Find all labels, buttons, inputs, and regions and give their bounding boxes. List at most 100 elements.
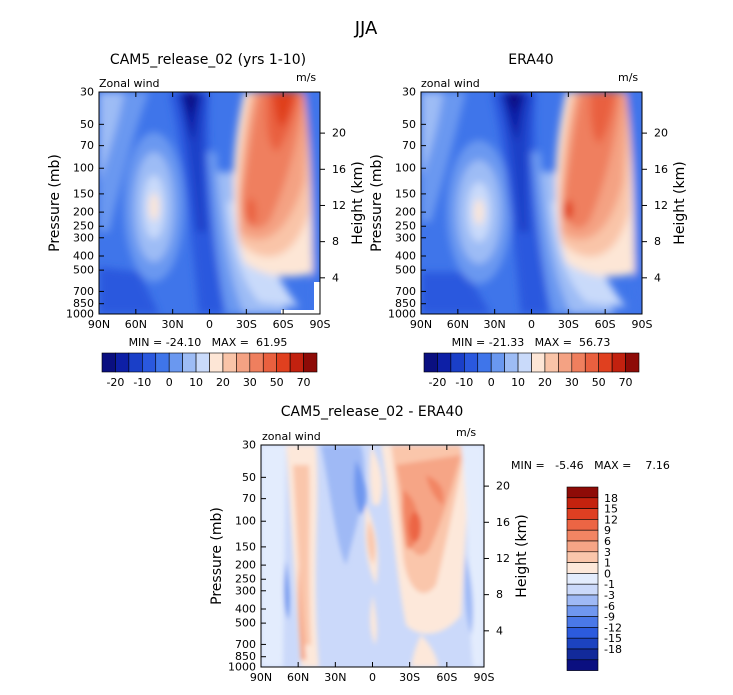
colorbar-label: -20: [428, 376, 446, 389]
x-tick-label: 60N: [447, 318, 469, 331]
y-tick-label: 50: [80, 118, 94, 131]
height-tick-label: 20: [496, 480, 510, 493]
panel-title: CAM5_release_02 - ERA40: [281, 404, 464, 420]
colorbar-label: -15: [604, 632, 622, 645]
y-tick-label: 400: [73, 249, 94, 262]
y-tick-label: 150: [235, 540, 256, 553]
units-label: m/s: [296, 71, 316, 84]
colorbar-swatch: [236, 352, 251, 373]
colorbar-swatch: [598, 352, 613, 373]
colorbar-label: 0: [488, 376, 495, 389]
x-tick-label: 0: [528, 318, 535, 331]
y-tick-label: 30: [242, 439, 256, 452]
y-tick-label: 30: [402, 86, 416, 99]
x-tick-label: 60S: [595, 318, 616, 331]
y-tick-label: 500: [395, 264, 416, 277]
x-tick-label: 30S: [558, 318, 579, 331]
colorbar-swatch: [566, 497, 599, 509]
axes: 90N 60N 30N 0 30S 60S 90S 30 50 70 100 150 200250300…: [369, 86, 688, 332]
y-axis-title: Pressure (mb): [209, 507, 225, 605]
colorbar: -20 -10 0 10 20 30 50 70: [423, 352, 640, 389]
colorbar-label: 6: [604, 535, 611, 548]
colorbar-label: 9: [604, 524, 611, 537]
stats-label: MIN = -5.46 MAX = 7.16: [511, 459, 670, 472]
colorbar-label: -12: [604, 621, 622, 634]
colorbar-swatch: [450, 352, 465, 373]
colorbar: -20 -10 0 10 20 30 50 70: [101, 352, 318, 389]
y-tick-label: 50: [242, 471, 256, 484]
height-tick-label: 12: [654, 199, 668, 212]
colorbar-label: 1: [604, 557, 611, 570]
colorbar-swatch: [168, 352, 183, 373]
colorbar-swatch: [566, 573, 599, 585]
height-tick-label: 16: [332, 163, 346, 176]
height-tick-label: 16: [496, 516, 510, 529]
colorbar-label: 70: [297, 376, 311, 389]
axes: 90N 60N 30N 0 30S 60S 90S 30 50 70 100 150 200250300…: [47, 86, 366, 332]
colorbar-swatch: [566, 616, 599, 628]
y-tick-label: 300: [73, 231, 94, 244]
height-axis-title: Height (km): [672, 161, 688, 244]
panel-cam5: CAM5_release_02 (yrs 1-10) Zonal wind m/…: [47, 52, 366, 389]
height-tick-label: 4: [332, 271, 339, 284]
colorbar-label: 12: [604, 513, 618, 526]
colorbar-swatch: [571, 352, 586, 373]
colorbar-swatch: [115, 352, 130, 373]
colorbar-swatch: [566, 529, 599, 542]
colorbar-swatch: [566, 637, 599, 650]
panel-title: CAM5_release_02 (yrs 1-10): [110, 52, 306, 68]
x-tick-label: 30S: [236, 318, 257, 331]
x-tick-label: 30S: [399, 671, 420, 684]
colorbar-swatch: [276, 352, 291, 373]
x-tick-label: 90N: [250, 671, 272, 684]
contour-plot: [261, 445, 484, 667]
height-tick-label: 4: [654, 271, 661, 284]
contour-field: [261, 445, 484, 667]
colorbar-swatch: [566, 648, 599, 661]
colorbar-label: -3: [604, 589, 615, 602]
colorbar-label: 0: [604, 567, 611, 580]
colorbar-swatch: [566, 594, 599, 607]
height-tick-label: 12: [496, 552, 510, 565]
y-tick-label: 70: [402, 139, 416, 152]
variable-label: zonal wind: [421, 77, 480, 90]
contour-field: [99, 92, 320, 314]
x-tick-label: 90S: [474, 671, 495, 684]
stats-label: MIN = -21.33 MAX = 56.73: [452, 336, 611, 349]
height-tick-label: 8: [332, 235, 339, 248]
variable-label: Zonal wind: [99, 77, 160, 90]
colorbar-swatch: [289, 352, 304, 373]
colorbar-swatch: [544, 352, 559, 373]
colorbar-swatch: [222, 352, 237, 373]
colorbar-label: 10: [189, 376, 203, 389]
colorbar-swatch: [437, 352, 452, 373]
y-tick-label: 50: [402, 118, 416, 131]
y-tick-label: 1000: [388, 308, 416, 321]
colorbar-swatch: [625, 352, 640, 373]
units-label: m/s: [456, 426, 476, 439]
colorbar-label: 15: [604, 503, 618, 516]
colorbar-swatch: [566, 486, 599, 499]
colorbar-swatch: [249, 352, 264, 373]
colorbar-swatch: [566, 508, 599, 520]
colorbar-swatch: [611, 352, 626, 373]
panel-difference: CAM5_release_02 - ERA40 zonal wind m/s: [209, 404, 670, 684]
colorbar-label: 50: [270, 376, 284, 389]
colorbar-label: -1: [604, 578, 615, 591]
colorbar-label: -20: [106, 376, 124, 389]
colorbar-swatch: [303, 352, 318, 373]
y-tick-label: 850: [395, 297, 416, 310]
colorbar-swatch: [566, 583, 599, 596]
y-tick-label: 850: [235, 650, 256, 663]
height-tick-label: 8: [654, 235, 661, 248]
x-tick-label: 60S: [436, 671, 457, 684]
y-tick-label: 100: [73, 162, 94, 175]
colorbar-label: 20: [216, 376, 230, 389]
colorbar-swatch: [490, 352, 505, 373]
y-axis-title: Pressure (mb): [369, 154, 385, 252]
y-tick-label: 200: [73, 206, 94, 219]
x-tick-label: 0: [369, 671, 376, 684]
colorbar-label: -18: [604, 643, 622, 656]
